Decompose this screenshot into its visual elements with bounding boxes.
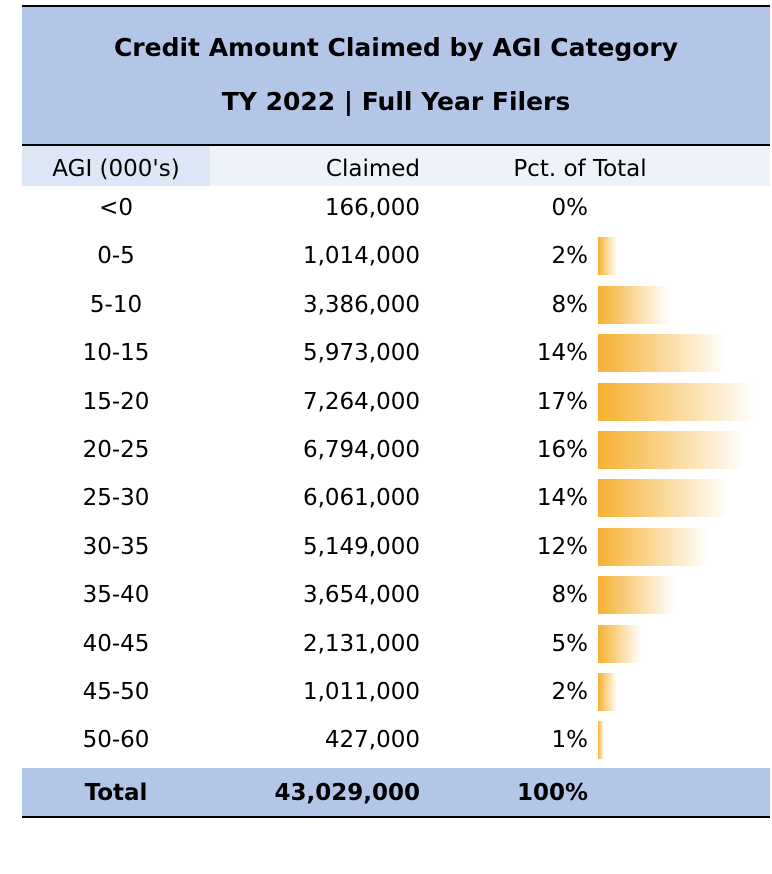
pct-cell: 12% [536,533,588,560]
agi-cell: 15-20 [82,388,150,415]
claimed-cell: 7,264,000 [302,388,420,415]
claimed-cell: 5,149,000 [302,533,420,560]
claimed-cell: 3,386,000 [302,291,420,318]
header-cell-bg [22,146,210,186]
pct-cell: 0% [551,195,589,221]
data-bar [598,334,727,373]
agi-cell: 5-10 [89,291,143,318]
agi-cell: 50-60 [82,727,150,754]
data-bar [598,285,670,324]
agi-cell: 20-25 [82,437,150,463]
pct-cell: 8% [551,582,589,609]
data-bar [598,382,755,421]
column-header: Claimed [325,156,420,182]
agi-cell: 40-45 [82,630,150,657]
data-bar [598,624,642,663]
data-bar [598,431,745,469]
agi-cell: 25-30 [82,485,150,512]
claimed-cell: 1,014,000 [302,243,420,270]
pct-cell: 14% [536,340,588,367]
claimed-cell: 5,973,000 [302,340,420,367]
agi-cell: 35-40 [82,582,150,609]
agi-cell: <0 [99,195,133,221]
agi-cell: 30-35 [82,533,150,560]
title-line: Credit Amount Claimed by AGI Category [113,33,679,62]
pct-cell: 2% [551,679,589,705]
claimed-cell: 166,000 [324,195,420,221]
claimed-cell: 2,131,000 [302,630,420,657]
data-bar [598,527,709,566]
pct-cell: 16% [536,437,588,463]
claimed-cell: 6,794,000 [302,437,420,463]
pct-cell: 2% [551,243,589,270]
pct-cell: 1% [551,727,589,754]
title-line: TY 2022 | Full Year Filers [221,87,571,116]
pct-cell: 5% [551,630,589,657]
pct-cell: 14% [536,485,588,512]
agi-cell: 45-50 [82,679,150,705]
total-cell: 43,029,000 [274,780,420,806]
claimed-cell: 1,011,000 [302,679,420,705]
column-header: Pct. of Total [513,156,647,182]
data-bar [598,237,617,276]
total-cell: Total [84,780,148,806]
data-bar [598,721,604,760]
claimed-cell: 6,061,000 [302,485,420,512]
total-band [22,768,770,818]
pct-cell: 17% [536,388,588,415]
data-bar [598,673,617,711]
pct-cell: 8% [551,291,589,318]
column-header: AGI (000's) [52,156,180,182]
claimed-cell: 427,000 [324,727,420,754]
agi-cell: 10-15 [82,340,150,367]
claimed-cell: 3,654,000 [302,582,420,609]
title-band: Credit Amount Claimed by AGI Category TY… [22,5,770,146]
data-bar [598,479,729,518]
data-bar [598,576,676,615]
agi-cell: 0-5 [97,243,135,270]
total-cell: 100% [516,780,588,806]
header-cell-bg [210,146,770,186]
